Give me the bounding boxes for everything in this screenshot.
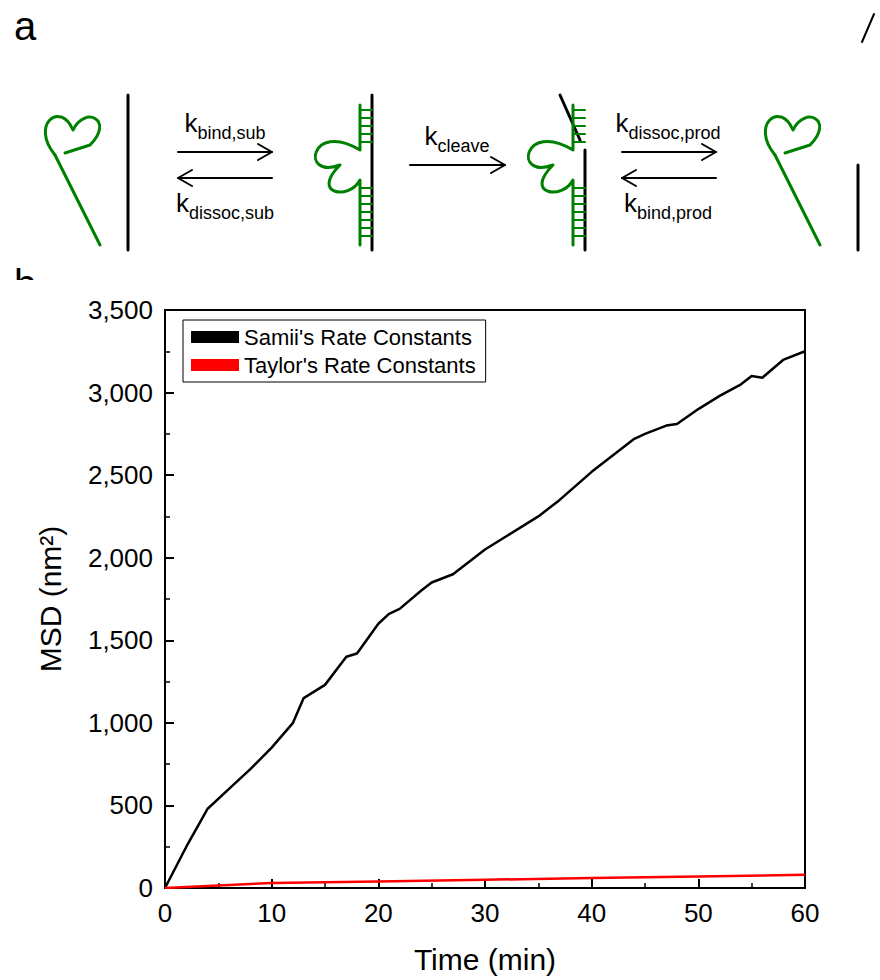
svg-text:0: 0 — [158, 898, 172, 928]
svg-text:kcleave: kcleave — [424, 121, 489, 156]
svg-text:30: 30 — [471, 898, 500, 928]
svg-text:1,000: 1,000 — [88, 708, 153, 738]
svg-text:kdissoc,prod: kdissoc,prod — [615, 108, 720, 143]
svg-text:3,500: 3,500 — [88, 295, 153, 325]
svg-text:MSD (nm²): MSD (nm²) — [34, 526, 67, 673]
svg-text:10: 10 — [257, 898, 286, 928]
svg-text:50: 50 — [684, 898, 713, 928]
svg-text:Time (min): Time (min) — [414, 943, 556, 976]
html-text:b: b — [14, 262, 37, 306]
svg-text:60: 60 — [791, 898, 820, 928]
svg-text:Taylor's Rate Constants: Taylor's Rate Constants — [244, 353, 476, 378]
svg-text:1,500: 1,500 — [88, 625, 153, 655]
svg-text:kbind,sub: kbind,sub — [184, 108, 265, 143]
svg-text:20: 20 — [364, 898, 393, 928]
svg-text:2,500: 2,500 — [88, 460, 153, 490]
svg-text:2,000: 2,000 — [88, 543, 153, 573]
svg-text:3,000: 3,000 — [88, 378, 153, 408]
svg-text:40: 40 — [577, 898, 606, 928]
svg-text:500: 500 — [110, 790, 153, 820]
svg-text:0: 0 — [139, 873, 153, 903]
svg-text:kbind,prod: kbind,prod — [624, 188, 712, 223]
svg-text:a: a — [14, 4, 37, 48]
svg-text:Samii's Rate Constants: Samii's Rate Constants — [244, 325, 472, 350]
svg-text:kdissoc,sub: kdissoc,sub — [176, 188, 274, 223]
